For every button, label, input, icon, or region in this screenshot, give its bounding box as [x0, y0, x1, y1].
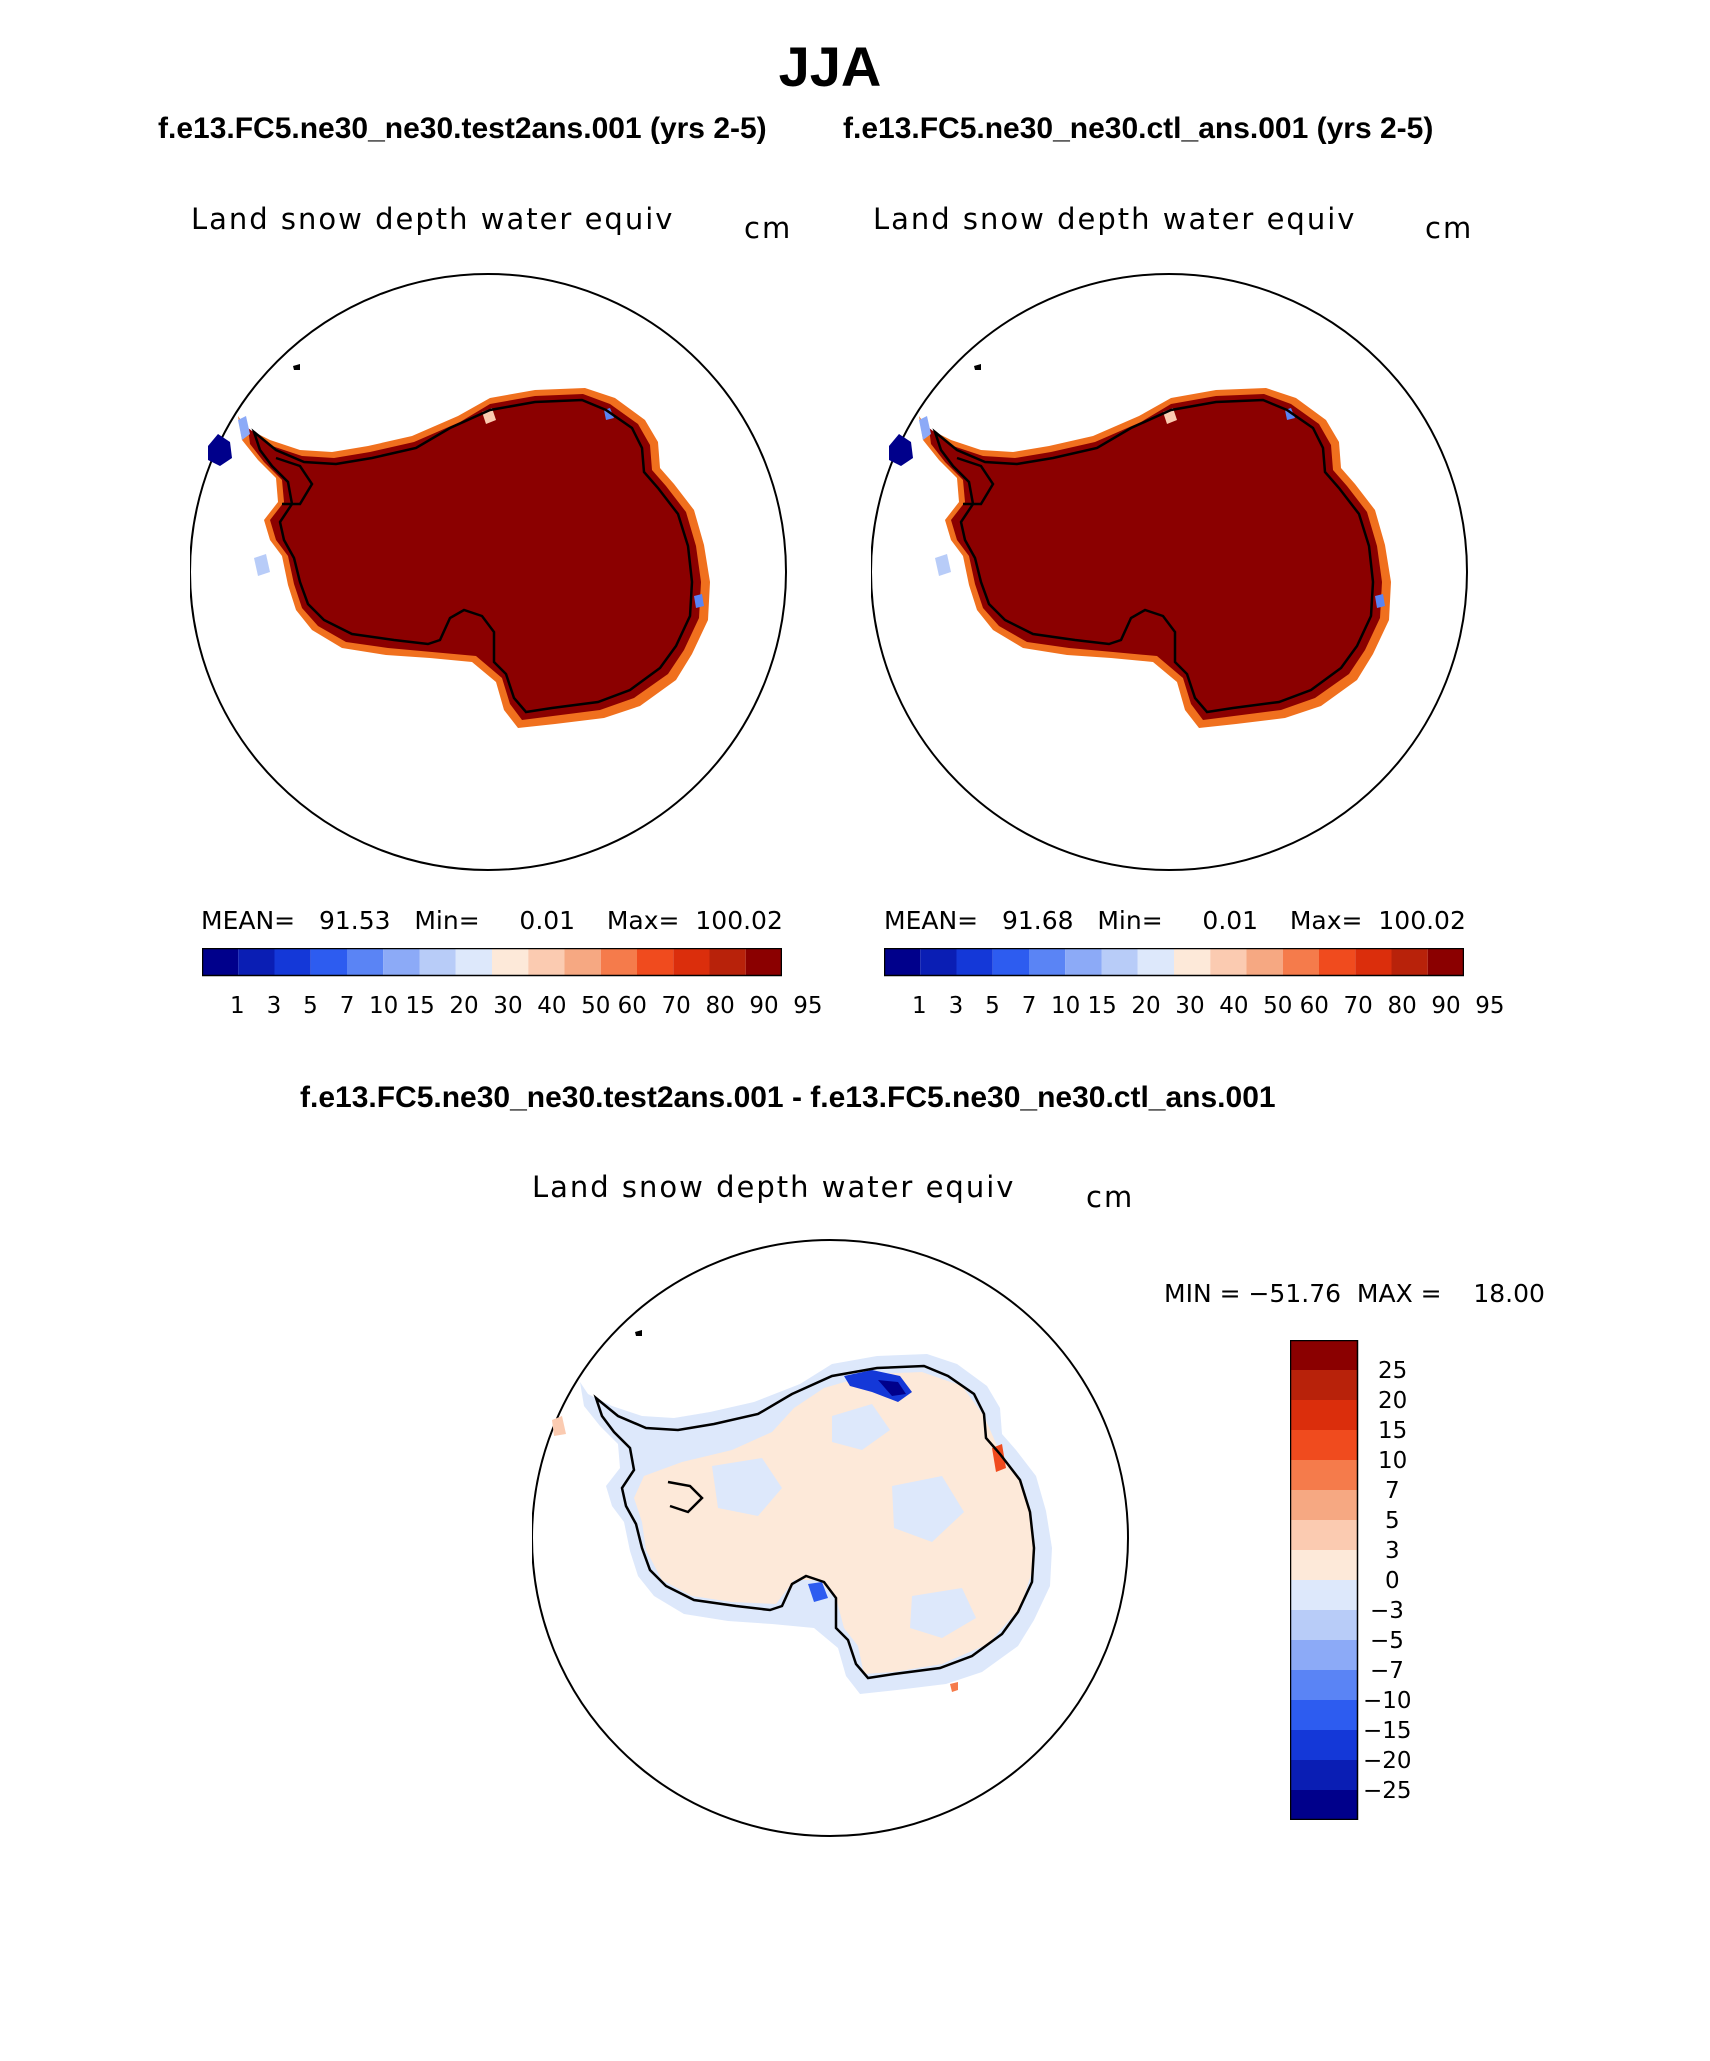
- diff-tick-8: −3: [1370, 1598, 1404, 1624]
- difference-island: [635, 1330, 642, 1336]
- diff-tick-10: −7: [1370, 1658, 1404, 1684]
- case-stats: MEAN= 91.53 Min= 0.01 Max= 100.02: [201, 906, 783, 935]
- diff-tick-7: 0: [1385, 1568, 1400, 1594]
- diff-tick-6: 3: [1385, 1538, 1400, 1564]
- difference-offshore-patch: [552, 1416, 566, 1436]
- season-title: JJA: [778, 35, 882, 98]
- diff-tick-4: 7: [1385, 1478, 1400, 1504]
- difference-field-patch-a: [712, 1458, 782, 1516]
- diff-tick-3: 10: [1378, 1448, 1407, 1474]
- case-colorbar-labels: 1 3 5 7 10 15 20 30 40 50 60 70 80 90 95: [230, 993, 823, 1019]
- control-run-title: f.e13.FC5.ne30_ne30.ctl_ans.001 (yrs 2-5…: [843, 112, 1434, 145]
- difference-ice-shelf-line: [667, 1480, 704, 1514]
- difference-coastline: [593, 1364, 1036, 1680]
- difference-colorbar-ticks: 25 20 15 10 7 5 3 0 −3 −5 −7 −10 −15 −20…: [1363, 1358, 1412, 1804]
- control-stats: MEAN= 91.68 Min= 0.01 Max= 100.02: [884, 906, 1466, 935]
- control-colorbar-labels: 1 3 5 7 10 15 20 30 40 50 60 70 80 90 95: [912, 993, 1505, 1019]
- control-ice-shelf-line: [956, 456, 995, 506]
- difference-positive-anomaly: [992, 1444, 1006, 1472]
- control-variable-title: Land snow depth water equiv: [873, 202, 1357, 236]
- case-blue-fringe-1: [238, 416, 250, 440]
- case-polar-map: [190, 273, 787, 871]
- case-coastline: [251, 398, 694, 714]
- control-polar-map: [871, 273, 1468, 871]
- control-blue-fringe-2: [935, 554, 951, 576]
- diff-tick-0: 25: [1378, 1358, 1407, 1384]
- difference-title: f.e13.FC5.ne30_ne30.test2ans.001 - f.e13…: [300, 1081, 1276, 1114]
- case-colorbar: [202, 948, 782, 977]
- difference-colorbar-cells: [1290, 1340, 1358, 1820]
- diff-tick-9: −5: [1370, 1628, 1404, 1654]
- case-colorbar-cells: [202, 948, 782, 976]
- difference-negative-anomaly-core: [878, 1380, 906, 1396]
- case-snow-field: [248, 394, 701, 720]
- difference-field-patch-b: [892, 1476, 964, 1542]
- difference-units: cm: [1086, 1180, 1135, 1214]
- difference-field-patch-d: [832, 1404, 890, 1450]
- difference-field-patch-c: [910, 1588, 976, 1638]
- control-colorbar-cells: [884, 948, 1464, 976]
- difference-positive-anomaly-small: [950, 1682, 958, 1692]
- case-offshore-blob: [208, 434, 232, 466]
- control-island: [974, 364, 981, 370]
- difference-polar-map: [532, 1239, 1129, 1837]
- diff-tick-5: 5: [1385, 1508, 1400, 1534]
- difference-variable-title: Land snow depth water equiv: [532, 1170, 1016, 1204]
- diff-tick-14: −25: [1363, 1778, 1412, 1804]
- diff-tick-2: 15: [1378, 1418, 1407, 1444]
- diff-tick-13: −20: [1363, 1748, 1412, 1774]
- case-variable-title: Land snow depth water equiv: [191, 202, 675, 236]
- diff-tick-12: −15: [1363, 1718, 1412, 1744]
- control-units: cm: [1425, 211, 1474, 245]
- control-blue-fringe-1: [919, 416, 931, 440]
- case-ice-shelf-line: [275, 456, 314, 506]
- difference-negative-anomaly-south: [808, 1582, 828, 1602]
- difference-stats: MIN = −51.76 MAX = 18.00: [1164, 1279, 1545, 1308]
- case-units: cm: [744, 211, 793, 245]
- case-blue-fringe-3: [694, 594, 704, 608]
- case-blue-fringe-2: [254, 554, 270, 576]
- control-colorbar: [884, 948, 1464, 977]
- case-island: [293, 364, 300, 370]
- difference-colorbar: 25 20 15 10 7 5 3 0 −3 −5 −7 −10 −15 −20…: [1290, 1340, 1412, 1820]
- case-run-title: f.e13.FC5.ne30_ne30.test2ans.001 (yrs 2-…: [158, 112, 767, 145]
- control-blue-fringe-3: [1375, 594, 1385, 608]
- diff-tick-1: 20: [1378, 1388, 1407, 1414]
- control-offshore-blob: [889, 434, 913, 466]
- control-coastline: [932, 398, 1375, 714]
- control-snow-field: [929, 394, 1382, 720]
- diff-tick-11: −10: [1363, 1688, 1412, 1714]
